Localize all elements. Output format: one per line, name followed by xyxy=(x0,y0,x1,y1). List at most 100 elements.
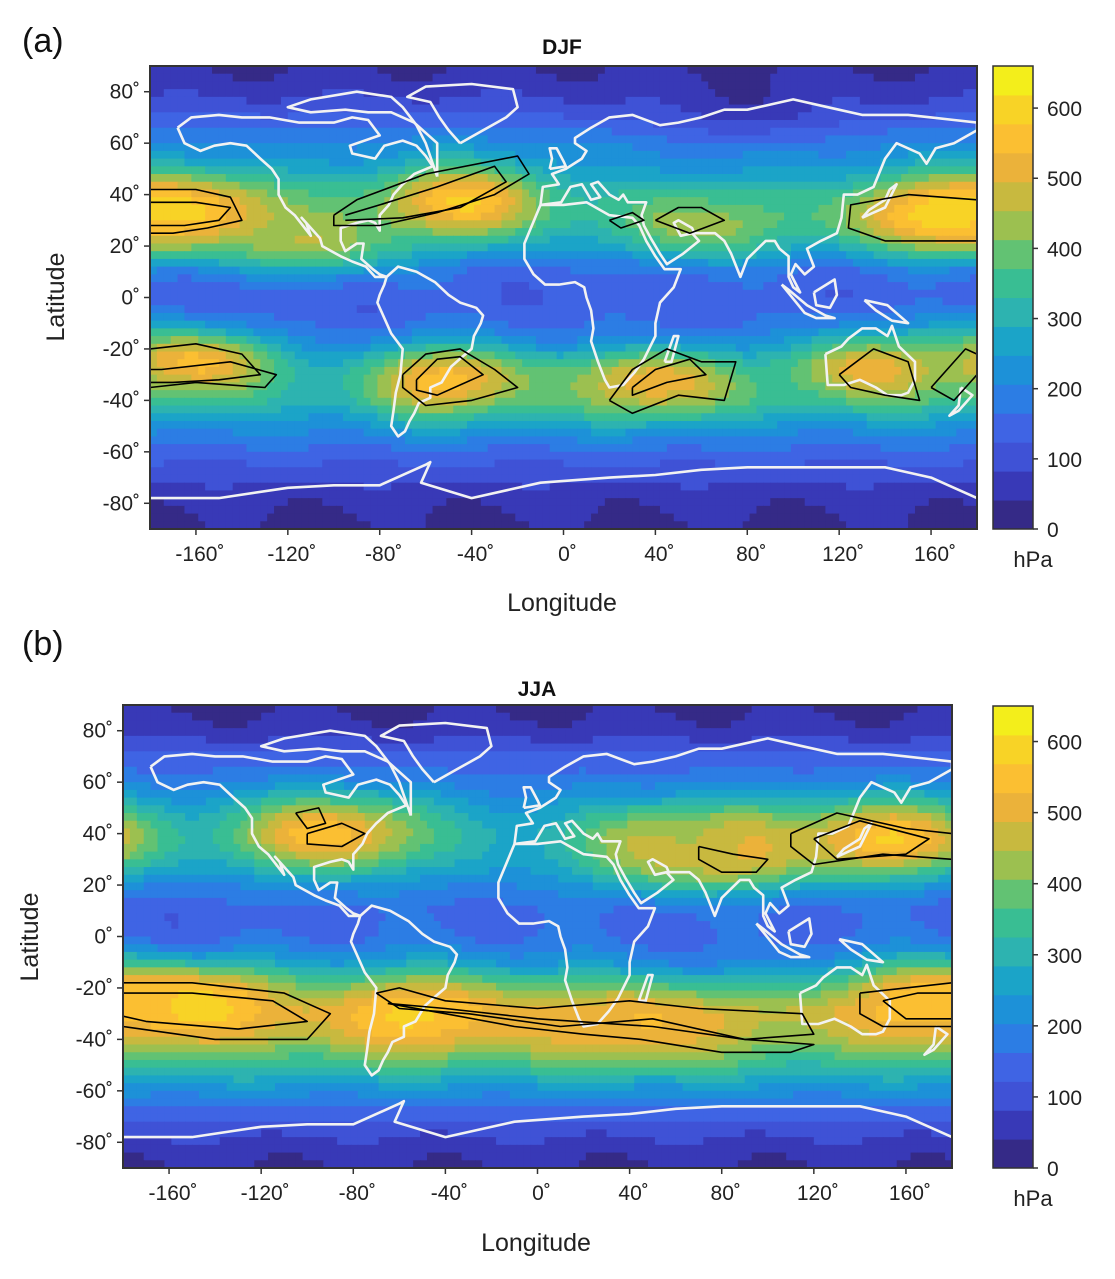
heatmap-cell xyxy=(735,150,744,160)
heatmap-cell xyxy=(191,312,199,322)
heatmap-cell xyxy=(322,251,330,260)
heatmap-cell xyxy=(577,228,585,237)
heatmap-cell xyxy=(770,81,778,90)
heatmap-cell xyxy=(308,66,316,75)
heatmap-cell xyxy=(749,166,758,175)
heatmap-cell xyxy=(446,104,454,113)
heatmap-cell xyxy=(646,104,654,113)
heatmap-cell xyxy=(797,104,806,113)
heatmap-cell xyxy=(949,73,957,83)
heatmap-cell xyxy=(342,235,351,245)
heatmap-cell xyxy=(349,120,358,129)
heatmap-cell xyxy=(267,204,275,214)
heatmap-cell xyxy=(239,343,248,353)
heatmap-cell xyxy=(308,212,316,221)
heatmap-cell xyxy=(715,73,723,83)
heatmap-cell xyxy=(356,282,365,291)
heatmap-cell xyxy=(294,66,303,75)
heatmap-cell xyxy=(818,343,826,353)
heatmap-cell xyxy=(611,266,620,275)
heatmap-cell xyxy=(742,197,751,206)
heatmap-cell xyxy=(790,282,799,291)
heatmap-cell xyxy=(597,197,606,206)
heatmap-cell xyxy=(404,204,413,214)
heatmap-cell xyxy=(184,174,192,183)
heatmap-cell xyxy=(763,135,771,144)
heatmap-cell xyxy=(487,351,496,360)
heatmap-cell xyxy=(170,73,179,83)
heatmap-cell xyxy=(411,220,420,229)
heatmap-cell xyxy=(425,359,434,368)
heatmap-cell xyxy=(308,320,316,329)
heatmap-cell xyxy=(618,336,627,345)
heatmap-cell xyxy=(398,235,406,245)
heatmap-cell xyxy=(287,312,296,322)
heatmap-cell xyxy=(212,104,220,113)
heatmap-cell xyxy=(191,243,199,252)
heatmap-cell xyxy=(398,174,406,183)
heatmap-cell xyxy=(267,135,275,144)
heatmap-cell xyxy=(577,189,585,198)
heatmap-cell xyxy=(377,359,385,368)
heatmap-cell xyxy=(804,305,813,314)
heatmap-cell xyxy=(763,282,771,291)
heatmap-cell xyxy=(880,251,889,260)
heatmap-cell xyxy=(818,150,826,160)
heatmap-cell xyxy=(184,212,192,221)
heatmap-cell xyxy=(529,359,537,368)
heatmap-cell xyxy=(150,297,158,306)
heatmap-cell xyxy=(728,336,737,345)
heatmap-cell xyxy=(411,374,420,383)
heatmap-cell xyxy=(301,197,310,206)
heatmap-cell xyxy=(191,359,199,368)
heatmap-cell xyxy=(687,320,696,329)
heatmap-cell xyxy=(852,366,861,376)
heatmap-cell xyxy=(618,166,627,175)
heatmap-cell xyxy=(191,382,199,391)
heatmap-cell xyxy=(267,120,275,129)
heatmap-cell xyxy=(191,181,199,191)
heatmap-cell xyxy=(184,89,192,98)
heatmap-cell xyxy=(735,374,744,383)
heatmap-cell xyxy=(790,343,799,353)
heatmap-cell xyxy=(659,166,668,175)
heatmap-cell xyxy=(887,120,895,129)
heatmap-cell xyxy=(218,297,227,306)
heatmap-cell xyxy=(880,96,889,106)
heatmap-cell xyxy=(446,289,454,299)
heatmap-cell xyxy=(646,158,654,167)
heatmap-cell xyxy=(770,212,778,221)
heatmap-cell xyxy=(163,282,172,291)
heatmap-cell xyxy=(404,320,413,329)
heatmap-cell xyxy=(280,166,289,175)
heatmap-cell xyxy=(887,158,895,167)
heatmap-cell xyxy=(673,73,682,83)
heatmap-cell xyxy=(308,343,316,353)
heatmap-cell xyxy=(797,150,806,160)
heatmap-cell xyxy=(908,235,916,245)
heatmap-cell xyxy=(811,258,820,268)
heatmap-cell xyxy=(515,343,523,353)
heatmap-cell xyxy=(790,228,799,237)
heatmap-cell xyxy=(680,305,689,314)
heatmap-cell xyxy=(329,351,337,360)
heatmap-cell xyxy=(556,251,565,260)
heatmap-cell xyxy=(411,351,420,360)
heatmap-cell xyxy=(770,96,778,106)
heatmap-cell xyxy=(329,243,337,252)
heatmap-cell xyxy=(508,150,516,160)
heatmap-cell xyxy=(832,374,840,383)
heatmap-cell xyxy=(770,150,778,160)
heatmap-cell xyxy=(398,274,406,283)
heatmap-cell xyxy=(577,366,585,376)
heatmap-cell xyxy=(225,336,234,345)
heatmap-cell xyxy=(150,220,158,229)
heatmap-cell xyxy=(611,320,620,329)
heatmap-cell xyxy=(446,328,454,337)
heatmap-cell xyxy=(425,243,434,252)
heatmap-cell xyxy=(205,212,213,221)
heatmap-cell xyxy=(398,150,406,160)
heatmap-cell xyxy=(804,96,813,106)
heatmap-cell xyxy=(515,251,523,260)
heatmap-cell xyxy=(487,166,496,175)
